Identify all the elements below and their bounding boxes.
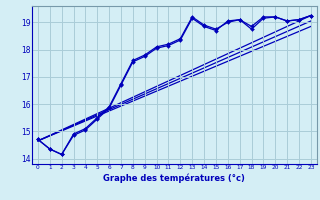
X-axis label: Graphe des températures (°c): Graphe des températures (°c) bbox=[103, 173, 245, 183]
